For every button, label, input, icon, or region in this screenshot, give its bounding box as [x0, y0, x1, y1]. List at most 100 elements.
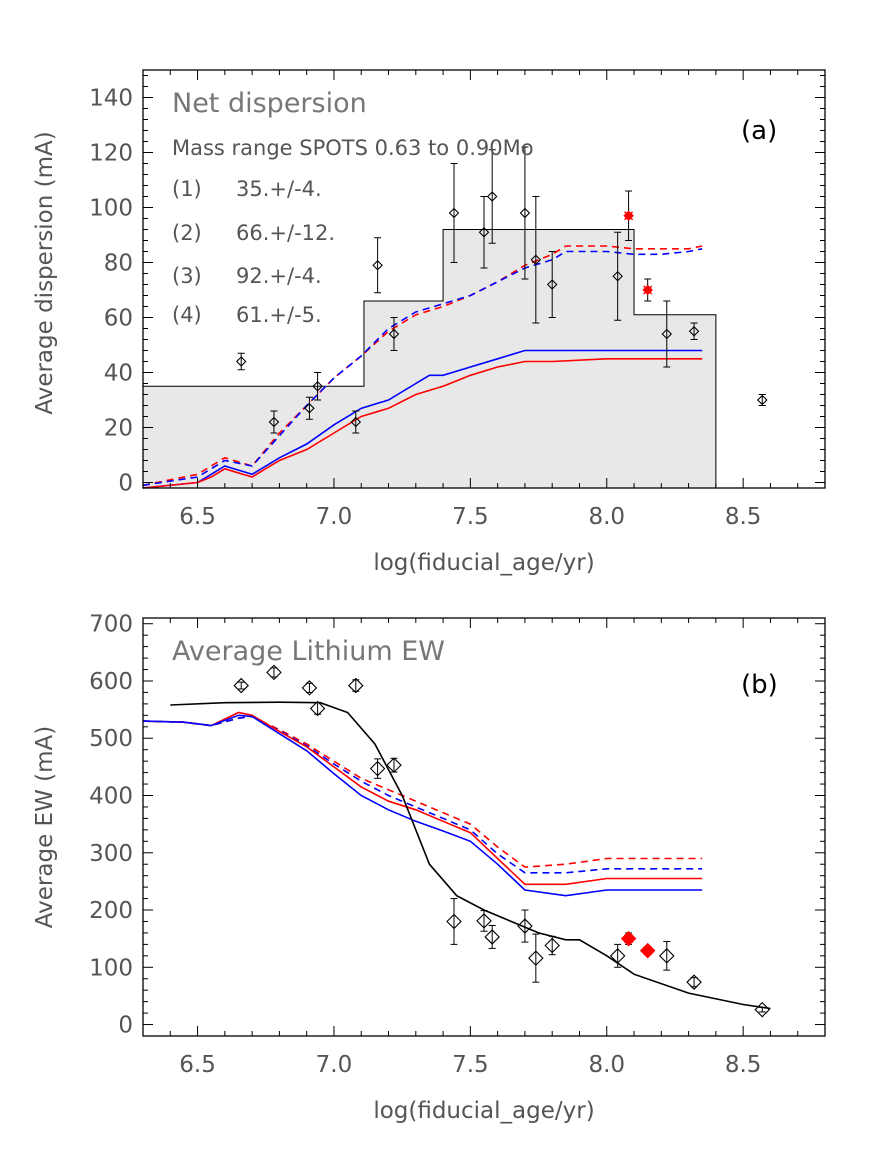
data-point	[266, 664, 282, 681]
y-tick-label: 140	[89, 86, 133, 112]
panel-b-lithium: 6.5 7.0 7.5 8.0 8.5 0 100 200 300 400 500 600 700 Av…	[32, 612, 826, 1124]
y-tick-label: 80	[104, 251, 133, 277]
data-point	[301, 680, 318, 696]
annotation-label: (3)	[172, 264, 202, 288]
series-line-model-blue-solid	[142, 349, 703, 489]
series-line-model-red-dashed	[142, 245, 703, 487]
y-tick-label: 40	[104, 361, 133, 387]
annotation-label: (2)	[172, 221, 202, 245]
data-point	[372, 259, 383, 271]
data-point	[309, 700, 326, 717]
y-tick-label: 100	[89, 955, 133, 981]
y-tick-label: 120	[89, 141, 133, 167]
panel-a-dispersion: 6.5 7.0 7.5 8.0 8.5 0 20 40 60 80 100 120 140 Net di…	[32, 69, 826, 576]
data-point	[484, 929, 500, 945]
data-point	[304, 402, 315, 414]
data-point	[754, 1001, 771, 1018]
panel-b-y-axis-title: Average EW (mA)	[32, 726, 58, 928]
x-tick-label: 6.5	[179, 1052, 216, 1078]
data-point	[546, 279, 558, 290]
y-tick-label: 100	[89, 196, 133, 222]
data-point-highlight-cross	[643, 946, 653, 956]
x-tick-label: 8.0	[588, 504, 625, 530]
x-tick-label: 8.5	[725, 1052, 762, 1078]
panel-a-ticks: 6.5 7.0 7.5 8.0 8.5 0 20 40 60 80 100 120 140	[89, 70, 826, 530]
x-tick-label: 7.0	[316, 504, 353, 530]
data-point	[530, 254, 542, 266]
histogram-outline	[143, 229, 717, 488]
data-point	[446, 913, 462, 930]
panel-b-frame	[142, 617, 826, 1037]
series-line-model-blue-dashed	[142, 248, 703, 487]
annotation-value: 66.+/-12.	[236, 221, 335, 245]
panel-a-annotations: (1) 35.+/-4. (2) 66.+/-12. (3) 92.+/-4. …	[172, 177, 335, 327]
x-tick-label: 7.5	[452, 1052, 489, 1078]
y-tick-label: 600	[89, 669, 133, 695]
x-tick-label: 8.5	[725, 504, 762, 530]
data-point	[612, 270, 623, 282]
data-point	[233, 677, 249, 694]
data-point	[448, 207, 460, 219]
annotation-label: (1)	[172, 177, 202, 201]
x-tick-label: 7.5	[452, 504, 489, 530]
panel-a-title: Net dispersion	[172, 88, 367, 119]
data-point	[386, 757, 402, 773]
data-point	[348, 677, 364, 694]
data-point	[517, 918, 533, 934]
panel-a-data-points	[235, 146, 768, 434]
panel-a-x-axis-title: log(fiducial_age/yr)	[373, 550, 594, 576]
y-tick-label: 300	[89, 841, 133, 867]
series-line-model-red-solid	[142, 711, 703, 886]
series-line-model-blue-dashed	[142, 715, 703, 874]
panel-b-data-points	[233, 664, 771, 1018]
data-point	[658, 948, 675, 964]
panel-b-title: Average Lithium EW	[172, 636, 445, 667]
data-point	[350, 416, 362, 428]
data-point	[609, 948, 626, 964]
panel-a-y-axis-title: Average dispersion (mA)	[32, 131, 58, 414]
panel-a-series	[142, 245, 703, 489]
data-point	[369, 760, 386, 777]
y-tick-label: 20	[104, 416, 133, 442]
y-tick-label: 0	[118, 471, 133, 497]
data-point	[519, 207, 531, 219]
panel-a-label: (a)	[741, 116, 777, 146]
panel-b-ticks: 6.5 7.0 7.5 8.0 8.5 0 100 200 300 400 500 600 700	[89, 612, 826, 1078]
data-point-highlight-cross	[624, 211, 634, 221]
x-tick-label: 6.5	[179, 504, 216, 530]
panel-b-label: (b)	[741, 670, 778, 700]
data-point	[688, 325, 700, 337]
annotation-value: 35.+/-4.	[236, 177, 322, 201]
panel-b-series	[142, 701, 771, 1010]
y-tick-label: 200	[89, 898, 133, 924]
data-point	[544, 937, 560, 954]
histogram-bar	[363, 301, 444, 488]
x-tick-label: 7.0	[316, 1052, 353, 1078]
y-tick-label: 60	[104, 306, 133, 332]
annotation-value: 92.+/-4.	[236, 264, 322, 288]
data-point	[312, 380, 323, 392]
data-point	[478, 226, 490, 238]
series-line-model-red-dashed	[142, 715, 703, 868]
x-tick-label: 8.0	[588, 1052, 625, 1078]
data-point	[528, 950, 544, 966]
histogram-bar	[634, 314, 716, 488]
y-tick-label: 500	[89, 726, 133, 752]
data-point-highlight-cross	[643, 285, 653, 295]
series-line-model-blue-solid	[142, 714, 703, 897]
data-point	[235, 356, 247, 367]
data-point	[756, 394, 768, 406]
data-point	[486, 191, 498, 202]
panel-b-x-axis-title: log(fiducial_age/yr)	[373, 1098, 594, 1124]
series-line-model-red-solid	[142, 358, 703, 489]
data-point	[686, 974, 702, 990]
panel-a-frame	[142, 69, 826, 489]
data-point	[661, 328, 673, 340]
y-tick-label: 700	[89, 612, 133, 638]
y-tick-label: 400	[89, 784, 133, 810]
annotation-value: 61.+/-5.	[236, 303, 322, 327]
data-point	[268, 416, 280, 428]
series-line-empirical-black	[170, 701, 771, 1010]
panel-a-subtitle: Mass range SPOTS 0.63 to 0.90Mo	[172, 136, 534, 160]
